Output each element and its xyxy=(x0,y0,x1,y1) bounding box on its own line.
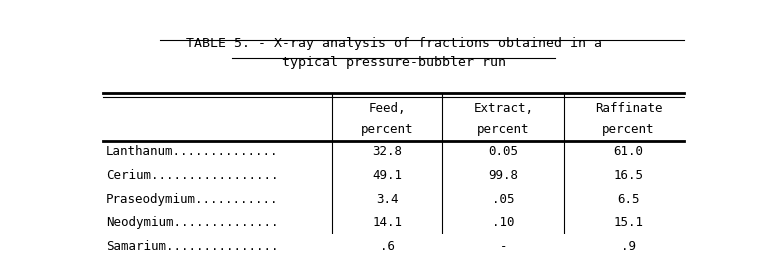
Text: -: - xyxy=(500,240,507,253)
Text: 0.05: 0.05 xyxy=(488,145,518,158)
Text: 16.5: 16.5 xyxy=(614,169,644,182)
Text: percent: percent xyxy=(361,123,414,136)
Text: Raffinate: Raffinate xyxy=(594,102,662,115)
Text: .6: .6 xyxy=(380,240,395,253)
Text: percent: percent xyxy=(602,123,654,136)
Text: Samarium...............: Samarium............... xyxy=(106,240,279,253)
Text: Extract,: Extract, xyxy=(473,102,534,115)
Text: Praseodymium...........: Praseodymium........... xyxy=(106,193,279,206)
Text: typical pressure-bubbler run: typical pressure-bubbler run xyxy=(282,56,505,69)
Text: Cerium.................: Cerium................. xyxy=(106,169,279,182)
Text: Neodymium..............: Neodymium.............. xyxy=(106,216,279,229)
Text: 15.1: 15.1 xyxy=(614,216,644,229)
Text: 32.8: 32.8 xyxy=(372,145,402,158)
Text: TABLE 5. - X-ray analysis of fractions obtained in a: TABLE 5. - X-ray analysis of fractions o… xyxy=(186,37,601,50)
Text: 61.0: 61.0 xyxy=(614,145,644,158)
Text: 99.8: 99.8 xyxy=(488,169,518,182)
Text: .05: .05 xyxy=(492,193,515,206)
Text: .9: .9 xyxy=(621,240,636,253)
Text: Lanthanum..............: Lanthanum.............. xyxy=(106,145,279,158)
Text: 3.4: 3.4 xyxy=(376,193,399,206)
Text: .10: .10 xyxy=(492,216,515,229)
Text: 49.1: 49.1 xyxy=(372,169,402,182)
Text: 14.1: 14.1 xyxy=(372,216,402,229)
Text: percent: percent xyxy=(477,123,530,136)
Text: 6.5: 6.5 xyxy=(617,193,640,206)
Text: Feed,: Feed, xyxy=(369,102,406,115)
